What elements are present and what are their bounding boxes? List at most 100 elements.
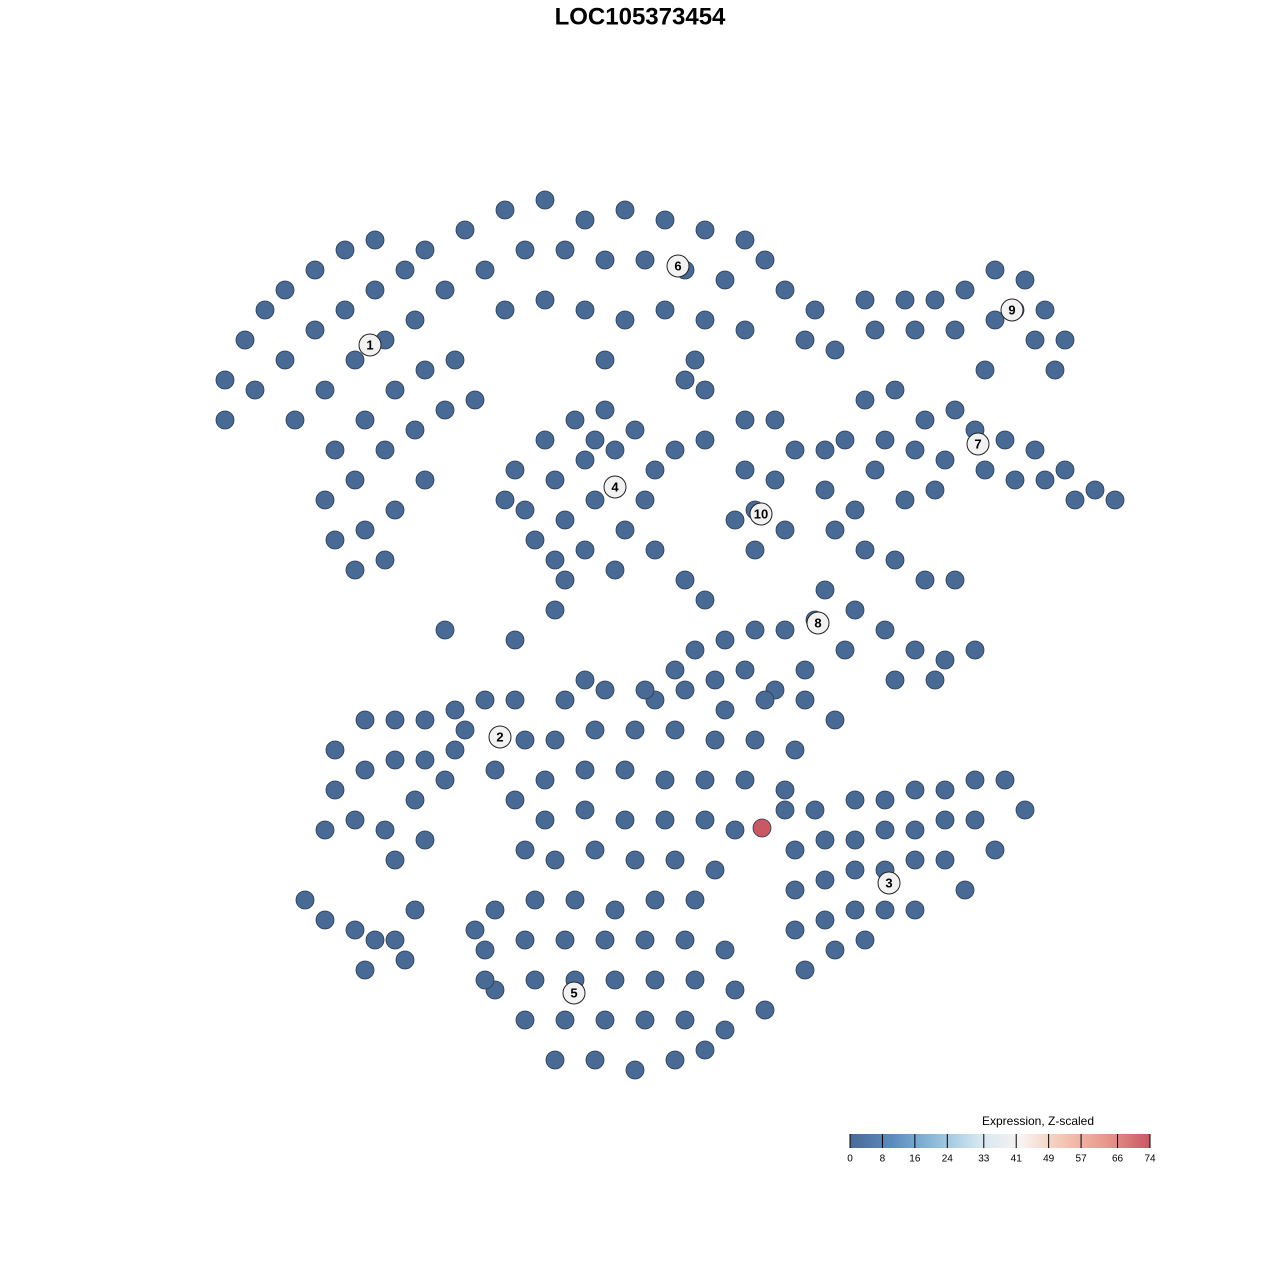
point bbox=[375, 440, 395, 460]
point bbox=[695, 380, 715, 400]
point bbox=[855, 540, 875, 560]
point bbox=[845, 600, 865, 620]
point bbox=[655, 210, 675, 230]
point bbox=[1015, 800, 1035, 820]
point bbox=[605, 900, 625, 920]
point bbox=[1025, 440, 1045, 460]
point bbox=[945, 400, 965, 420]
point bbox=[585, 490, 605, 510]
point bbox=[435, 620, 455, 640]
cluster-label: 6 bbox=[674, 258, 681, 273]
point bbox=[715, 1020, 735, 1040]
point bbox=[545, 730, 565, 750]
point bbox=[985, 260, 1005, 280]
point bbox=[875, 900, 895, 920]
point bbox=[455, 720, 475, 740]
cluster-label-badge bbox=[806, 611, 830, 635]
point bbox=[515, 730, 535, 750]
point bbox=[355, 760, 375, 780]
point bbox=[815, 480, 835, 500]
point bbox=[345, 920, 365, 940]
point bbox=[325, 440, 345, 460]
point bbox=[735, 460, 755, 480]
point bbox=[875, 430, 895, 450]
point bbox=[795, 330, 815, 350]
point bbox=[655, 770, 675, 790]
point bbox=[775, 520, 795, 540]
point bbox=[555, 570, 575, 590]
point bbox=[875, 790, 895, 810]
point bbox=[385, 750, 405, 770]
point bbox=[575, 760, 595, 780]
point bbox=[605, 970, 625, 990]
point bbox=[525, 890, 545, 910]
point bbox=[365, 230, 385, 250]
point bbox=[555, 930, 575, 950]
point bbox=[485, 760, 505, 780]
point bbox=[775, 780, 795, 800]
point bbox=[325, 780, 345, 800]
point bbox=[895, 290, 915, 310]
point bbox=[615, 310, 635, 330]
point bbox=[845, 860, 865, 880]
point bbox=[415, 240, 435, 260]
point bbox=[335, 300, 355, 320]
point bbox=[635, 1010, 655, 1030]
point bbox=[505, 460, 525, 480]
point bbox=[415, 360, 435, 380]
cluster-label: 3 bbox=[885, 875, 892, 890]
chart-title: LOC105373454 bbox=[555, 3, 726, 30]
point bbox=[575, 670, 595, 690]
point bbox=[415, 830, 435, 850]
point bbox=[715, 700, 735, 720]
point bbox=[695, 590, 715, 610]
point bbox=[505, 630, 525, 650]
point bbox=[835, 640, 855, 660]
point bbox=[215, 410, 235, 430]
point bbox=[475, 260, 495, 280]
point bbox=[525, 530, 545, 550]
point bbox=[635, 250, 655, 270]
point bbox=[325, 530, 345, 550]
point bbox=[995, 770, 1015, 790]
point bbox=[935, 780, 955, 800]
point bbox=[645, 540, 665, 560]
point bbox=[585, 840, 605, 860]
point bbox=[465, 920, 485, 940]
point bbox=[1045, 360, 1065, 380]
point bbox=[895, 490, 915, 510]
point bbox=[635, 490, 655, 510]
point bbox=[565, 410, 585, 430]
point bbox=[752, 818, 772, 838]
point bbox=[695, 1040, 715, 1060]
point bbox=[285, 410, 305, 430]
point bbox=[455, 220, 475, 240]
point bbox=[825, 340, 845, 360]
point bbox=[615, 200, 635, 220]
point bbox=[585, 430, 605, 450]
point bbox=[625, 420, 645, 440]
point bbox=[485, 900, 505, 920]
point bbox=[915, 570, 935, 590]
point bbox=[915, 410, 935, 430]
point bbox=[795, 660, 815, 680]
point bbox=[815, 580, 835, 600]
cluster-label: 10 bbox=[754, 506, 768, 521]
point bbox=[375, 550, 395, 570]
colorbar bbox=[850, 1134, 1150, 1148]
point bbox=[305, 320, 325, 340]
point bbox=[905, 440, 925, 460]
point bbox=[815, 830, 835, 850]
colorbar-tick-label: 74 bbox=[1144, 1154, 1156, 1165]
point bbox=[735, 660, 755, 680]
point bbox=[805, 800, 825, 820]
point bbox=[505, 690, 525, 710]
point bbox=[645, 460, 665, 480]
point bbox=[695, 310, 715, 330]
point bbox=[585, 1050, 605, 1070]
point bbox=[345, 810, 365, 830]
point bbox=[975, 460, 995, 480]
cluster-label: 4 bbox=[611, 479, 619, 494]
point bbox=[725, 820, 745, 840]
point bbox=[555, 690, 575, 710]
